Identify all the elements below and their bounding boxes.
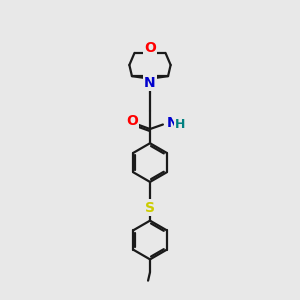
Text: O: O — [126, 114, 138, 128]
Text: O: O — [144, 41, 156, 55]
Text: N: N — [144, 76, 156, 90]
Text: N: N — [167, 116, 178, 130]
Text: S: S — [145, 201, 155, 215]
Text: H: H — [175, 118, 185, 131]
